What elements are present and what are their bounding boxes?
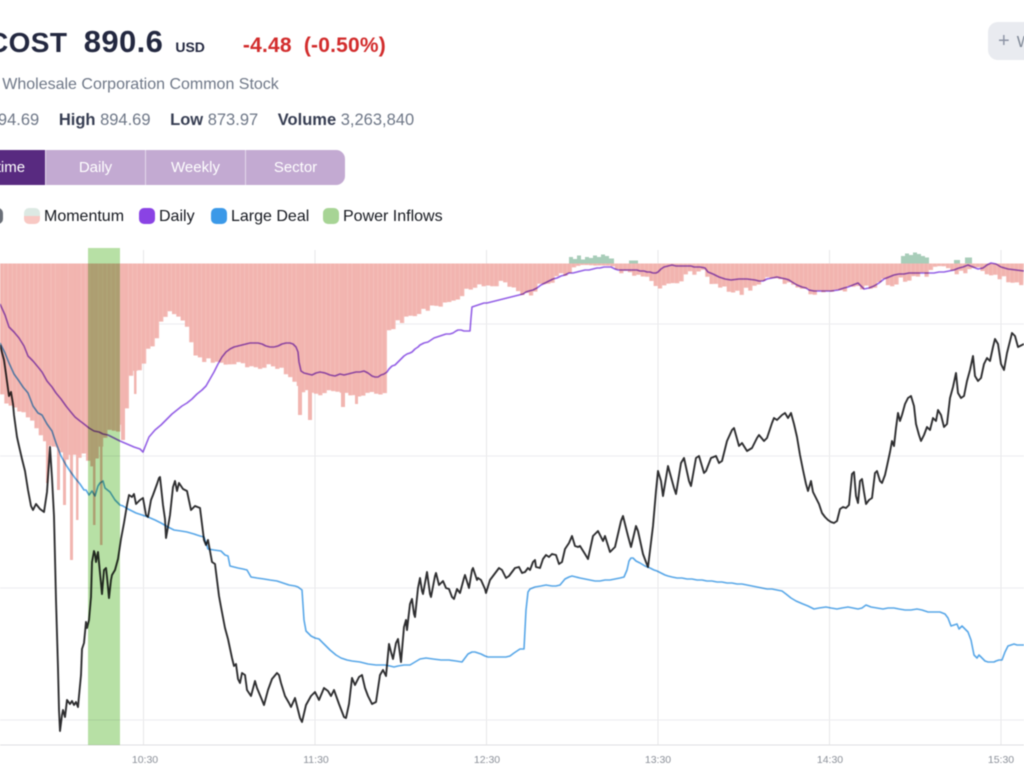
svg-text:13:30: 13:30 (645, 754, 671, 766)
svg-text:10:30: 10:30 (132, 754, 158, 766)
svg-text:12:30: 12:30 (474, 754, 500, 766)
svg-text:15:30: 15:30 (988, 754, 1014, 766)
svg-text:14:30: 14:30 (817, 754, 843, 766)
svg-text:11:30: 11:30 (303, 754, 329, 766)
